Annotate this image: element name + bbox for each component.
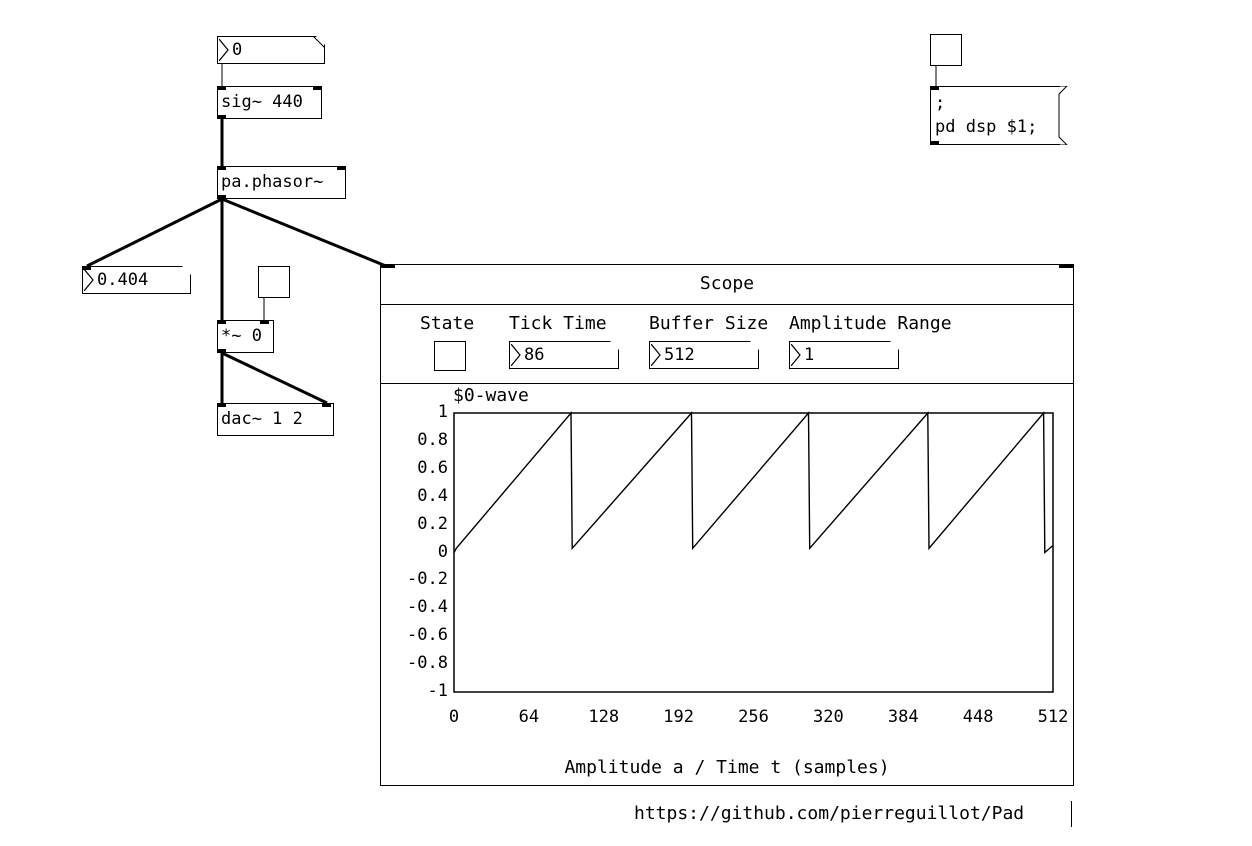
x-axis-label: Amplitude a / Time t (samples) [564, 757, 890, 778]
y-tick-label: 0.4 [417, 485, 448, 506]
waveform-plot [453, 411, 1054, 693]
x-tick-label: 0 [448, 707, 460, 727]
x-tick-label: 512 [1037, 707, 1069, 727]
multiply-object[interactable]: *~ 0 [217, 320, 274, 353]
number-value: 0 [232, 40, 243, 60]
scope-panel: Scope State Tick Time Buffer Size Amplit… [380, 264, 1074, 786]
x-tick-label: 256 [738, 707, 769, 727]
waveform-line-0 [453, 411, 1054, 555]
number-value: 512 [664, 345, 695, 365]
object-text: dac~ 1 2 [221, 409, 303, 429]
x-tick-label: 320 [813, 707, 844, 727]
tick-time-number-box[interactable]: 86 [509, 341, 619, 369]
array-name-label: $0-wave [453, 385, 529, 406]
phasor-object[interactable]: pa.phasor~ [217, 166, 346, 199]
x-tick-label: 128 [588, 707, 620, 727]
divider [381, 304, 1073, 305]
y-tick-label: -0.2 [407, 569, 448, 590]
plot-frame [453, 412, 1054, 693]
phasor-readout-number-box[interactable]: 0.404 [82, 266, 191, 294]
buffer-size-label: Buffer Size [649, 313, 769, 334]
object-text: pa.phasor~ [221, 172, 324, 192]
object-text: *~ 0 [221, 326, 262, 346]
y-tick-label: 0.6 [417, 457, 448, 478]
y-tick-label: -0.4 [407, 597, 448, 618]
x-tick-label: 448 [962, 707, 994, 727]
signal-cord [221, 351, 328, 405]
y-tick-label: 1 [437, 402, 448, 422]
amplitude-range-label: Amplitude Range [789, 313, 952, 334]
object-text: sig~ 440 [221, 92, 303, 112]
state-label: State [420, 313, 475, 334]
scope-title: Scope [699, 273, 755, 294]
message-box-flag [1055, 86, 1068, 145]
y-tick-label: 0.8 [417, 429, 448, 450]
amplitude-range-number-box[interactable]: 1 [789, 341, 899, 369]
tick-time-label: Tick Time [509, 313, 607, 334]
dsp-toggle[interactable] [930, 34, 962, 66]
buffer-size-number-box[interactable]: 512 [649, 341, 759, 369]
y-tick-label: -0.6 [407, 625, 448, 646]
y-tick-label: -0.8 [407, 653, 448, 674]
number-value: 0.404 [97, 270, 149, 290]
number-value: 1 [804, 345, 815, 365]
url-comment: https://github.com/pierreguillot/Pad [634, 803, 1025, 824]
number-value: 86 [524, 345, 545, 365]
x-tick-label: 64 [518, 707, 540, 727]
y-tick-label: 0 [437, 541, 448, 562]
text-cursor [1071, 801, 1072, 827]
signal-cord [86, 197, 223, 268]
frequency-number-box[interactable]: 0 [217, 36, 325, 64]
sig-object[interactable]: sig~ 440 [217, 86, 322, 119]
x-tick-label: 192 [663, 707, 694, 727]
dac-object[interactable]: dac~ 1 2 [217, 403, 334, 436]
gain-toggle[interactable] [258, 266, 290, 298]
divider [381, 383, 1073, 384]
signal-cord [221, 197, 387, 268]
dsp-message-box[interactable]: ; pd dsp $1; [930, 86, 1060, 145]
y-tick-label: 0.2 [417, 513, 448, 534]
x-tick-label: 384 [887, 707, 919, 727]
y-tick-label: -1 [427, 681, 448, 701]
state-toggle[interactable] [434, 341, 466, 371]
